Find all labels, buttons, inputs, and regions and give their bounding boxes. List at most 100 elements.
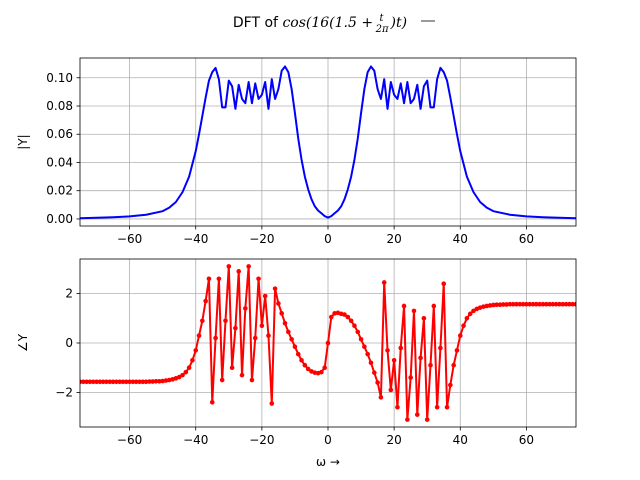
phase-point [438, 345, 443, 351]
phase-markers [80, 264, 576, 422]
phase-point [157, 378, 162, 384]
phase-point [563, 301, 569, 307]
phase-point [117, 379, 122, 385]
phase-point [385, 348, 390, 353]
phase-point [226, 264, 232, 269]
phase-point [570, 301, 575, 307]
phase-point [418, 355, 423, 361]
phase-point [411, 308, 417, 314]
phase-point [246, 264, 251, 269]
phase-point [517, 301, 523, 307]
phase-point [325, 340, 331, 346]
phase-point [461, 323, 466, 329]
phase-point [537, 301, 542, 307]
phase-point [81, 379, 86, 385]
phase-point [209, 399, 215, 405]
phase-point [299, 357, 304, 363]
phase-point [534, 301, 539, 307]
phase-point [491, 302, 496, 308]
phase-point [375, 380, 380, 385]
phase-point [497, 302, 503, 308]
phase-point [256, 276, 261, 282]
phase-point [322, 365, 327, 371]
phase-point [567, 301, 572, 307]
phase-point [434, 404, 440, 410]
magnitude-xtick-label: −40 [183, 232, 208, 246]
phase-point [319, 369, 324, 375]
phase-point [186, 365, 192, 371]
phase-point [206, 276, 212, 282]
phase-point [560, 301, 566, 307]
phase-point [97, 379, 103, 385]
phase-point [405, 417, 410, 422]
phase-point [348, 318, 354, 324]
phase-point [553, 301, 559, 307]
phase-ytick-label: 2 [65, 287, 73, 301]
phase-point [342, 312, 347, 317]
magnitude-ytick-label: 0.02 [46, 184, 73, 198]
magnitude-xtick-label: 20 [386, 232, 401, 246]
phase-point [471, 308, 476, 314]
phase-point [216, 276, 222, 282]
phase-point [401, 303, 407, 309]
phase-point [507, 301, 513, 307]
phase-point [355, 329, 361, 335]
phase-point [543, 301, 549, 307]
phase-point [414, 412, 420, 417]
phase-point [286, 329, 291, 335]
phase-point [176, 374, 182, 380]
magnitude-xtick-label: −60 [117, 232, 142, 246]
phase-point [398, 345, 404, 351]
phase-point [368, 360, 374, 366]
phase-point [266, 333, 271, 338]
magnitude-xtick-label: −20 [249, 232, 274, 246]
phase-point [457, 333, 463, 338]
phase-ytick-label: 0 [65, 336, 73, 350]
phase-point [137, 379, 142, 385]
phase-point [451, 362, 456, 368]
phase-point [239, 372, 245, 378]
phase-point [302, 362, 308, 368]
phase-point [219, 377, 225, 383]
phase-point [143, 379, 149, 385]
magnitude-ytick-label: 0.10 [46, 71, 73, 85]
phase-point [190, 357, 195, 363]
phase-point [395, 404, 400, 410]
phase-point [120, 379, 126, 385]
phase-point [378, 395, 384, 400]
phase-point [428, 362, 433, 368]
phase-xtick-label: 60 [519, 433, 534, 447]
phase-point [196, 333, 202, 338]
phase-point [123, 379, 129, 385]
phase-point [259, 323, 265, 329]
phase-point [272, 286, 278, 291]
magnitude-ylabel: |Y| [16, 134, 30, 149]
phase-point [504, 302, 509, 307]
phase-point [431, 303, 437, 309]
phase-point [467, 311, 473, 317]
figure-title: DFT of cos(16(1.5 + t 2π)t) [233, 13, 407, 35]
magnitude-ytick-label: 0.00 [46, 212, 73, 226]
phase-point [213, 335, 218, 341]
phase-point [530, 301, 536, 307]
phase-point [289, 336, 294, 342]
phase-point [454, 348, 460, 353]
phase-point [110, 379, 116, 385]
phase-point [104, 379, 109, 385]
phase-point [133, 379, 139, 385]
phase-point [180, 372, 185, 378]
phase-point [352, 323, 357, 329]
phase-axes: −60 −40 −20 0 20 40 60−202∠Yω → [16, 258, 577, 469]
phase-point [448, 382, 453, 388]
phase-point [365, 351, 370, 357]
phase-point [147, 379, 152, 384]
magnitude-xtick-label: 60 [519, 232, 534, 246]
phase-point [282, 320, 288, 326]
phase-point [90, 379, 96, 385]
phase-point [200, 318, 205, 324]
phase-xtick-label: −20 [249, 433, 274, 447]
magnitude-xtick-label: 40 [453, 232, 468, 246]
phase-point [269, 401, 275, 406]
phase-point [276, 301, 281, 306]
